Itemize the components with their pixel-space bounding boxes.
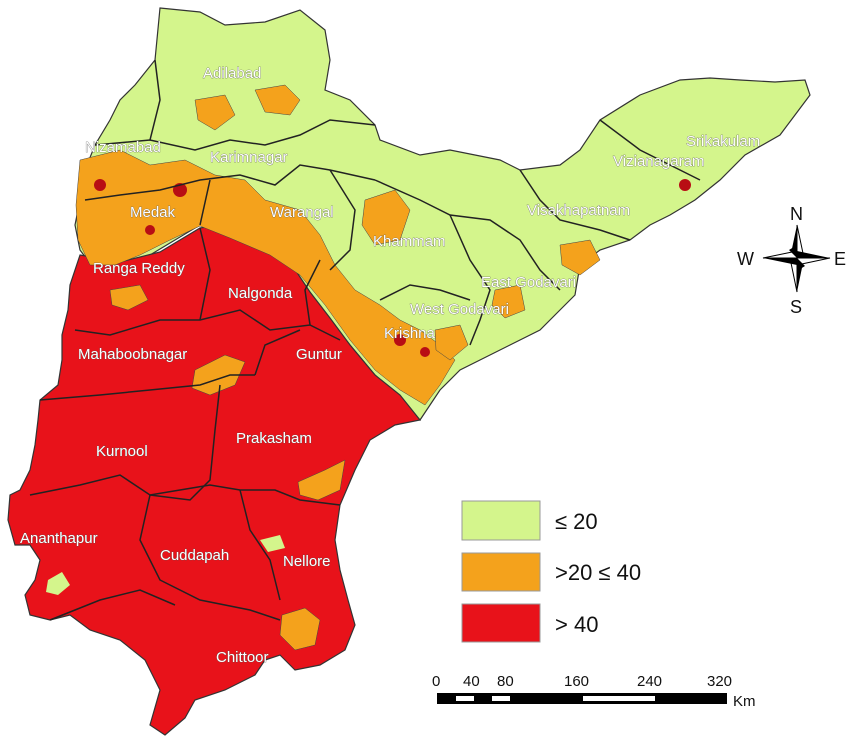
district-label-west-godavari: West Godavari [410, 301, 509, 318]
compass-rose-icon: N S E W [737, 204, 846, 317]
legend: ≤ 20 >20 ≤ 40 > 40 [461, 500, 641, 643]
district-label-east-godavari: East Godavari [481, 274, 576, 291]
district-label-prakasham: Prakasham [236, 430, 312, 447]
district-label-guntur: Guntur [296, 346, 342, 363]
legend-label-mid: >20 ≤ 40 [555, 560, 641, 585]
district-label-warangal: Warangal [270, 204, 334, 221]
scale-tick-80: 80 [497, 673, 514, 690]
district-label-medak: Medak [130, 204, 176, 221]
legend-swatch-high [461, 603, 541, 643]
mid-range-patches [75, 84, 601, 651]
legend-label-low: ≤ 20 [555, 509, 598, 534]
legend-swatch-mid [461, 552, 541, 592]
legend-label-high: > 40 [555, 612, 598, 637]
scale-unit: Km [733, 693, 756, 710]
district-label-srikakulam: Srikakulam [686, 133, 760, 150]
scale-tick-320: 320 [707, 673, 732, 690]
district-boundaries [29, 59, 701, 621]
district-label-mahaboobnagar: Mahaboobnagar [78, 346, 187, 363]
district-label-nizamabad: Nizamabad [85, 139, 161, 156]
district-label-kurnool: Kurnool [96, 443, 148, 460]
scale-tick-0: 0 [432, 673, 440, 690]
district-label-cuddapah: Cuddapah [160, 547, 229, 564]
legend-swatch-low [461, 500, 541, 541]
compass-west-label: W [737, 249, 754, 269]
compass-east-label: E [834, 249, 846, 269]
scale-bar: 0 40 80 160 240 320 Km [432, 673, 756, 710]
district-label-ranga-reddy: Ranga Reddy [93, 260, 185, 277]
district-label-visakhapatnam: Visakhapatnam [527, 202, 630, 219]
district-label-khammam: Khammam [373, 233, 446, 250]
district-label-nalgonda: Nalgonda [228, 285, 293, 302]
scale-tick-40: 40 [463, 673, 480, 690]
scale-tick-240: 240 [637, 673, 662, 690]
light-patches [46, 535, 285, 595]
district-label-vizianagaram: Vizianagaram [613, 153, 704, 170]
compass-south-label: S [790, 297, 802, 317]
district-label-chittoor: Chittoor [216, 649, 269, 666]
compass-north-label: N [790, 204, 803, 224]
district-label-nellore: Nellore [283, 553, 331, 570]
district-label-adilabad: Adilabad [203, 65, 261, 82]
region-south [7, 221, 422, 736]
district-label-krishna: Krishna [384, 325, 436, 342]
scale-tick-160: 160 [564, 673, 589, 690]
district-label-ananthapur: Ananthapur [20, 530, 98, 547]
district-label-karimnagar: Karimnagar [210, 149, 288, 166]
hotspot-patches [94, 179, 691, 357]
